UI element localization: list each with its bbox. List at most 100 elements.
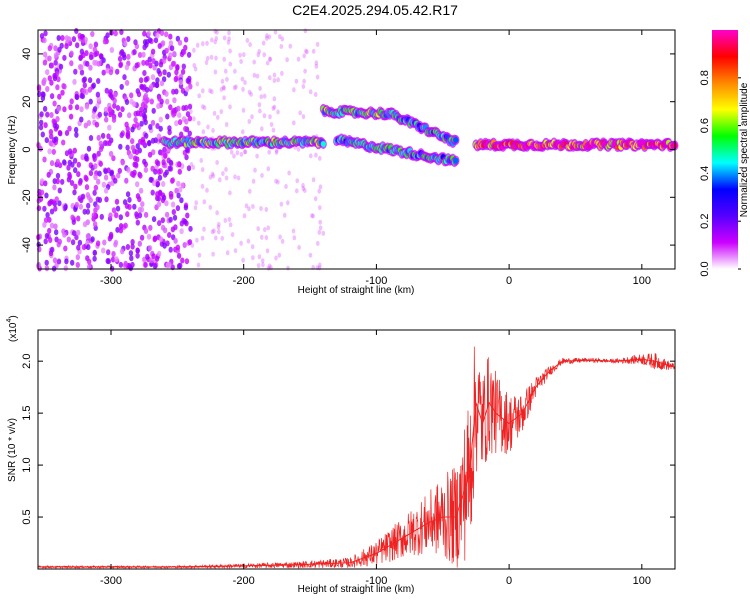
spectrogram-noise-cell	[71, 36, 77, 43]
spectrogram-noise-cell	[228, 222, 233, 228]
spectrogram-noise-cell	[135, 219, 140, 226]
spectrogram-noise-cell	[86, 202, 91, 209]
x-tick-label: -100	[365, 275, 387, 287]
spectrogram-noise-cell	[185, 77, 190, 84]
spectrogram-noise-cell	[93, 174, 98, 181]
spectrogram-noise-cell	[53, 59, 58, 66]
spectrogram-noise-cell	[63, 204, 68, 211]
spectrogram-noise-cell	[160, 40, 166, 47]
spectrogram-noise-cell	[197, 252, 202, 258]
spectrogram-noise-cell	[102, 239, 107, 246]
spectrogram-noise-cell	[40, 91, 46, 98]
spectrogram-noise-cell	[200, 183, 205, 189]
spectrogram-noise-cell	[48, 237, 53, 243]
spectrogram-noise-cell	[67, 125, 72, 132]
spectrogram-noise-cell	[161, 181, 166, 187]
spectrogram-noise-cell	[150, 119, 156, 126]
spectrogram-noise-cell	[86, 263, 92, 270]
spectrogram-noise-cell	[272, 104, 277, 110]
spectrogram-noise-cell	[301, 186, 306, 191]
spectrogram-noise-cell	[98, 53, 104, 60]
spectrogram-noise-cell	[139, 234, 145, 241]
spectrogram-noise-cell	[213, 28, 217, 34]
spectrogram-noise-cell	[135, 143, 140, 150]
spectrogram-noise-cell	[63, 245, 68, 252]
spectrogram-noise-cell	[88, 64, 93, 71]
spectrogram-noise-cell	[267, 149, 272, 155]
spectrogram-noise-cell	[205, 40, 209, 46]
spectrogram-noise-cell	[133, 117, 138, 123]
spectrogram-noise-cell	[173, 224, 178, 231]
spectrogram-noise-cell	[156, 201, 162, 208]
spectrogram-noise-cell	[153, 168, 158, 175]
spectrogram-noise-cell	[286, 200, 290, 206]
spectrogram-noise-cell	[144, 86, 150, 93]
spectrogram-noise-cell	[247, 89, 252, 95]
spectrogram-noise-cell	[243, 149, 247, 155]
spectrogram-noise-cell	[93, 184, 99, 191]
spectrogram-noise-cell	[241, 107, 246, 113]
spectrogram-noise-cell	[92, 255, 97, 262]
spectrogram-noise-cell	[70, 239, 76, 246]
spectrogram-noise-cell	[158, 125, 163, 132]
spectrogram-noise-cell	[200, 167, 205, 173]
spectrogram-noise-cell	[288, 43, 293, 49]
spectrogram-noise-cell	[88, 43, 93, 50]
spectrogram-noise-cell	[219, 86, 224, 92]
spectrogram-noise-cell	[79, 33, 85, 40]
spectrogram-noise-cell	[195, 42, 200, 48]
snr-multiplier-close: )	[8, 315, 19, 318]
spectrogram-noise-cell	[137, 206, 143, 213]
spectrogram-noise-cell	[76, 215, 81, 222]
spectrogram-noise-cell	[280, 70, 284, 76]
spectrogram-noise-cell	[155, 123, 160, 129]
spectrogram-noise-cell	[40, 95, 46, 102]
spectrogram-noise-cell	[176, 180, 181, 187]
spectrogram-noise-cell	[106, 133, 111, 140]
spectrogram-noise-cell	[252, 59, 256, 65]
spectrogram-noise-cell	[295, 188, 299, 194]
spectrogram-noise-cell	[92, 59, 97, 66]
spectrogram-noise-cell	[228, 190, 232, 196]
spectrogram-noise-cell	[42, 105, 48, 112]
spectrogram-noise-cell	[134, 62, 139, 69]
spectrogram-noise-cell	[318, 184, 323, 190]
spectrogram-noise-cell	[181, 63, 186, 70]
spectrogram-noise-cell	[212, 110, 217, 116]
spectrogram-noise-cell	[96, 78, 101, 84]
spectrogram-noise-cell	[318, 205, 322, 211]
spectrogram-noise-cell	[36, 205, 42, 212]
spectrogram-noise-cell	[82, 82, 88, 89]
spectrogram-noise-cell	[118, 227, 124, 234]
spectrogram-noise-cell	[143, 76, 149, 83]
spectrogram-noise-cell	[232, 85, 237, 91]
spectrogram-noise-cell	[157, 95, 162, 102]
spectrogram-noise-cell	[261, 40, 266, 46]
spectrogram-noise-cell	[90, 31, 95, 37]
spectrogram-noise-cell	[56, 258, 62, 265]
spectrogram-noise-cell	[182, 242, 187, 248]
spectrogram-noise-cell	[164, 200, 169, 207]
spectrogram-noise-cell	[164, 211, 170, 218]
spectrogram-noise-cell	[145, 253, 150, 260]
spectrogram-noise-cell	[55, 172, 61, 179]
colorbar-tick-label: 0.8	[699, 70, 711, 85]
spectrogram-noise-cell	[161, 194, 167, 201]
spectrogram-noise-cell	[260, 126, 264, 132]
spectrogram-noise-cell	[158, 61, 164, 68]
spectrogram-noise-cell	[57, 130, 63, 136]
spectrogram-noise-cell	[168, 33, 173, 40]
spectrogram-ridge-cell	[320, 141, 326, 147]
spectrogram-noise-cell	[92, 153, 97, 159]
spectrogram-noise-cell	[125, 144, 130, 151]
spectrogram-noise-cell	[171, 209, 176, 215]
spectrogram-noise-cell	[177, 186, 183, 193]
spectrogram-noise-cell	[242, 213, 247, 219]
spectrogram-noise-cell	[124, 64, 130, 71]
spectrogram-noise-cell	[55, 158, 60, 165]
spectrogram-noise-cell	[100, 132, 106, 139]
spectrogram-noise-cell	[212, 228, 216, 234]
snr-noise	[37, 346, 676, 570]
spectrogram-noise-cell	[130, 144, 136, 151]
spectrogram-noise-cell	[168, 159, 174, 166]
